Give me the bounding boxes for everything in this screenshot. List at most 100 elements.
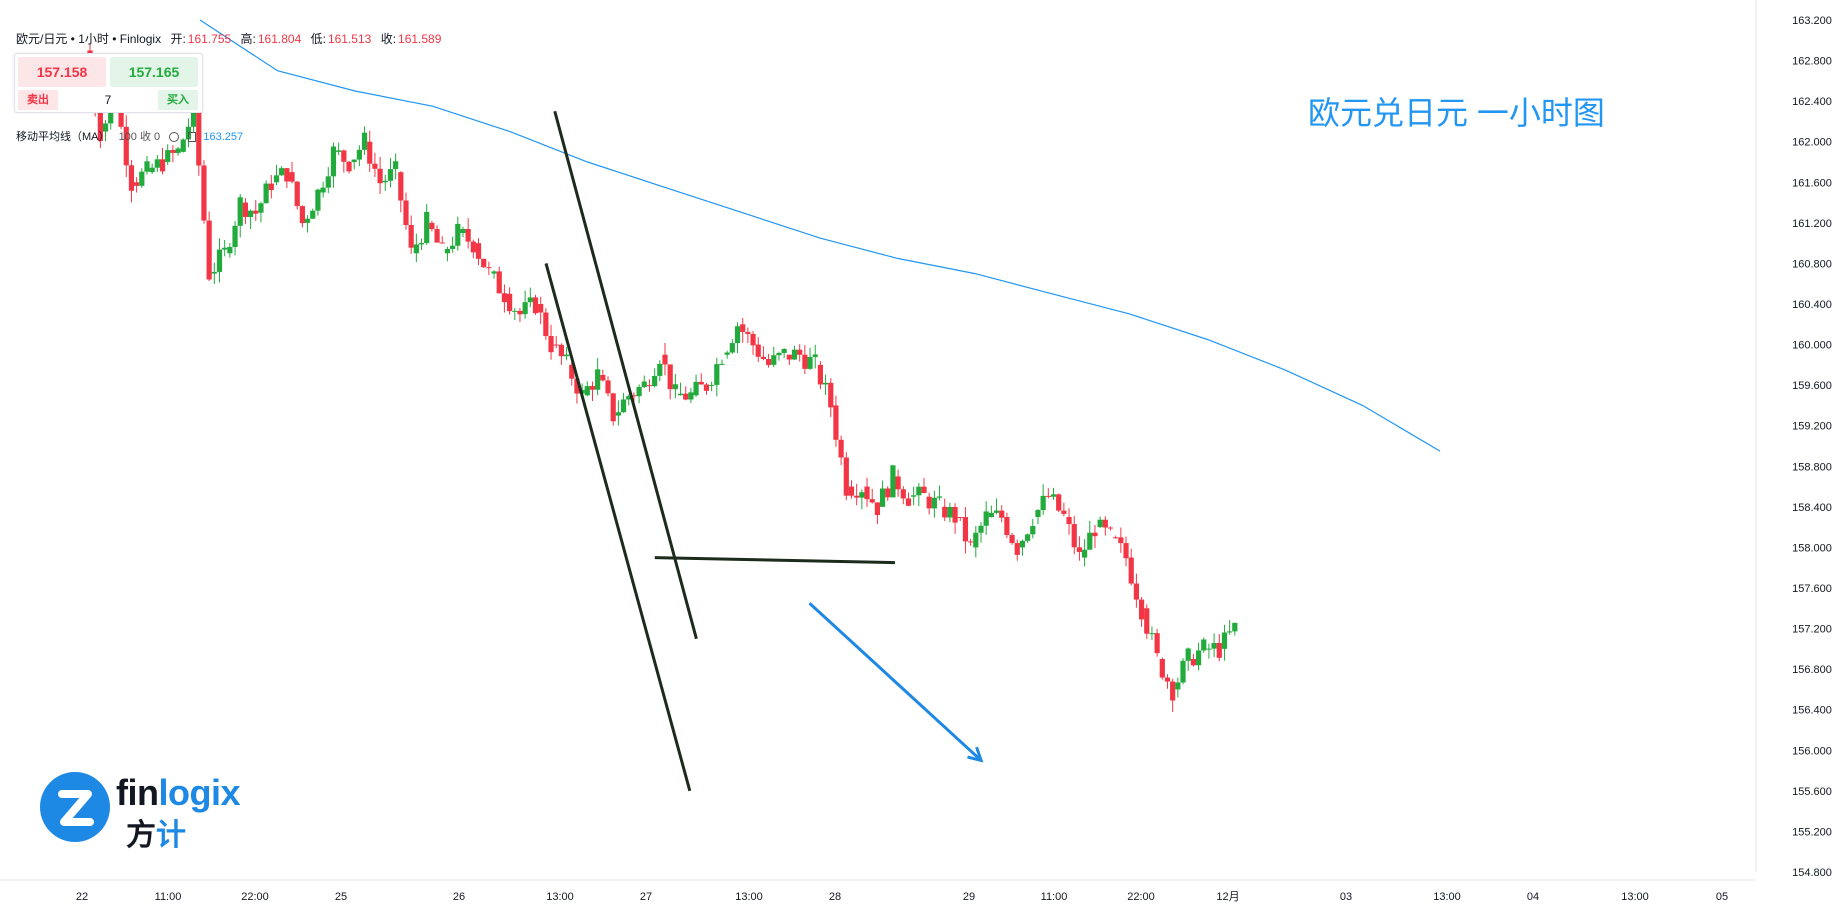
x-tick-label: 13:00 (1621, 891, 1649, 903)
forecast-arrow[interactable] (808, 602, 983, 762)
candle-body (1035, 510, 1041, 517)
candle-body (408, 225, 414, 248)
candle-body (822, 382, 829, 385)
candle-body (294, 181, 300, 207)
candle-body (258, 203, 264, 213)
candle-body (341, 150, 347, 162)
trash-icon[interactable] (188, 132, 197, 142)
buy-button[interactable]: 买入 (158, 90, 198, 110)
candle-body (1113, 537, 1119, 539)
candle-body (657, 363, 663, 376)
x-tick-label: 29 (963, 891, 975, 903)
candle-body (403, 200, 409, 226)
candle-body (1185, 648, 1191, 661)
candle-body (957, 517, 963, 518)
candle-body (1164, 677, 1171, 682)
candle-body (1030, 526, 1036, 535)
candle-body (563, 354, 570, 357)
candle-body (1190, 659, 1196, 666)
y-tick-label: 160.400 (1792, 299, 1832, 311)
candle-body (424, 211, 430, 244)
y-tick-label: 155.200 (1792, 826, 1832, 838)
support-line[interactable] (654, 556, 895, 565)
candle-body (1045, 495, 1051, 497)
candle-body (1118, 537, 1124, 544)
candle-body (620, 399, 627, 413)
candle-body (470, 241, 476, 253)
y-tick-label: 156.000 (1792, 745, 1832, 757)
candle-body (812, 354, 818, 357)
high-value: 161.804 (257, 32, 302, 46)
candle-body (237, 197, 243, 226)
sell-price-button[interactable]: 157.158 (18, 57, 106, 87)
candle-body (698, 381, 704, 385)
candle-body (393, 161, 399, 170)
symbol-title: 欧元/日元 • 1小时 • Finlogix (16, 32, 162, 46)
candle-body (709, 384, 715, 386)
candle-body (242, 202, 249, 217)
x-tick-label: 13:00 (546, 891, 574, 903)
candle-body (1102, 519, 1108, 528)
candle-body (1149, 633, 1155, 635)
logo-chinese: 方计 (126, 819, 186, 852)
forecast-arrow-head (967, 746, 984, 763)
close-label: 收: (380, 32, 397, 46)
candle-body (848, 486, 855, 496)
candle-body (988, 512, 994, 517)
candle-body (838, 439, 844, 458)
buy-price-button[interactable]: 157.165 (110, 57, 198, 87)
candle-body (558, 344, 564, 357)
y-tick-label: 156.800 (1792, 664, 1832, 676)
candle-body (973, 532, 979, 548)
gear-icon[interactable] (169, 132, 180, 142)
candle-body (532, 297, 539, 314)
sell-button[interactable]: 卖出 (18, 90, 58, 110)
candle-body (1076, 547, 1083, 552)
candle-body (356, 149, 362, 160)
candle-body (486, 267, 492, 269)
candle-body (134, 182, 140, 186)
x-tick-label: 11:00 (155, 891, 182, 903)
candle-body (1097, 519, 1103, 528)
candle-body (330, 146, 337, 177)
candle-body (719, 363, 725, 365)
candle-body (1159, 659, 1165, 678)
candle-body (766, 358, 772, 365)
y-tick-label: 158.800 (1792, 461, 1832, 473)
candle-body (372, 163, 378, 169)
candle-body (273, 175, 280, 183)
candle-body (745, 331, 751, 334)
candle-body (548, 336, 554, 353)
candle-body (936, 496, 943, 498)
x-tick-label: 25 (335, 891, 347, 903)
candle-body (139, 171, 145, 186)
y-tick-label: 158.000 (1792, 542, 1832, 554)
candle-body (123, 126, 129, 166)
candle-body (791, 349, 798, 360)
indicator-value: 163.257 (203, 131, 244, 143)
open-value: 161.755 (187, 32, 232, 46)
candle-body (165, 150, 171, 162)
candle-body (911, 495, 917, 497)
candle-body (683, 393, 689, 400)
candle-body (589, 386, 596, 390)
candle-body (584, 386, 590, 396)
candle-body (864, 486, 870, 500)
candle-body (879, 488, 886, 507)
candle-body (310, 210, 316, 219)
upper-channel-line[interactable] (553, 110, 698, 640)
x-tick-label: 04 (1527, 891, 1539, 903)
lower-channel-line[interactable] (544, 263, 692, 792)
candle-body (418, 243, 425, 245)
candle-body (387, 169, 394, 181)
candle-body (859, 492, 865, 498)
candle-body (755, 344, 761, 357)
quantity-input[interactable]: 7 (104, 93, 112, 107)
candle-body (667, 364, 673, 390)
candle-body (506, 293, 513, 312)
candle-body (175, 148, 181, 153)
candle-body (159, 159, 166, 172)
candle-body (284, 168, 290, 182)
y-tick-label: 159.600 (1792, 380, 1832, 392)
